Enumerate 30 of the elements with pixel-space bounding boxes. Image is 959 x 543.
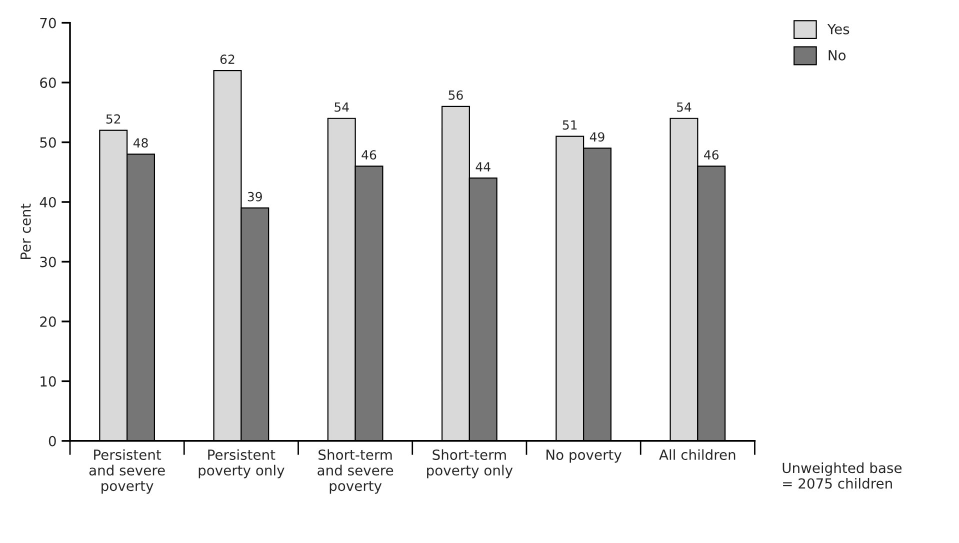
y-axis-title: Per cent <box>20 204 31 259</box>
y-tick-label: 0 <box>48 436 56 446</box>
y-tick-label: 40 <box>40 196 56 208</box>
y-tick-label: 20 <box>40 316 56 327</box>
data-label: 46 <box>362 150 376 160</box>
data-label: 46 <box>704 150 719 160</box>
y-tick-label: 60 <box>40 78 56 88</box>
x-tick-label: Persistent and severe poverty <box>89 449 165 494</box>
legend-label: Yes <box>827 24 850 34</box>
x-tick-label: All children <box>659 449 736 460</box>
legend-label: No <box>828 50 846 60</box>
x-tick-label: Short-term poverty only <box>427 449 513 478</box>
y-tick-label: 10 <box>40 376 56 387</box>
data-label: 62 <box>220 54 234 64</box>
data-label: 54 <box>334 102 349 112</box>
x-tick-label: Persistent poverty only <box>198 449 284 478</box>
text: Unweighted base = 2075 children <box>782 462 902 489</box>
y-tick-label: 50 <box>40 137 56 148</box>
data-label: 51 <box>562 120 577 130</box>
y-tick-label: 30 <box>40 256 56 268</box>
data-label: 39 <box>248 192 262 202</box>
data-label: 44 <box>476 162 490 172</box>
data-label: 48 <box>133 138 148 148</box>
y-tick-label: 70 <box>40 18 56 28</box>
x-tick-label: No poverty <box>546 450 622 463</box>
data-label: 49 <box>590 132 604 142</box>
data-label: 56 <box>448 90 463 100</box>
data-label: 52 <box>106 114 120 124</box>
x-tick-label: Short-term and severe poverty <box>318 449 394 494</box>
data-label: 54 <box>676 102 692 112</box>
